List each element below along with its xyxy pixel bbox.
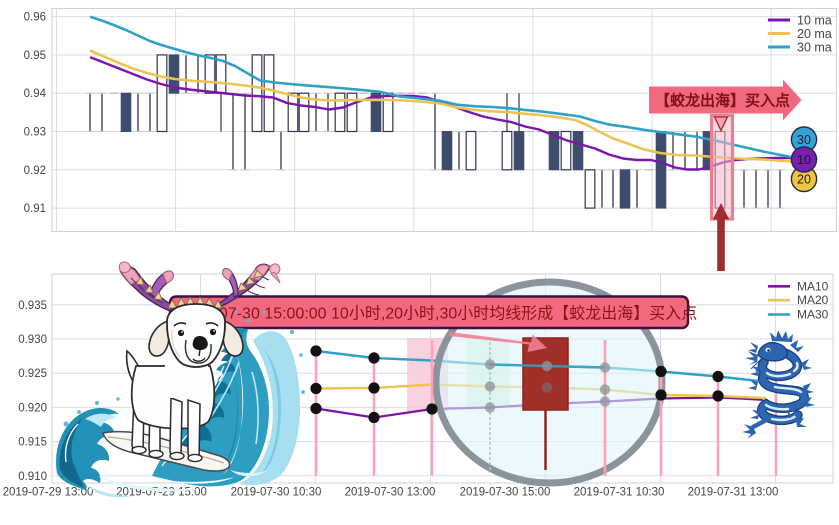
svg-text:0.920: 0.920	[18, 402, 47, 414]
svg-text:2019-07-30 10:30: 2019-07-30 10:30	[231, 487, 322, 499]
svg-text:2019-07-30 15:00: 2019-07-30 15:00	[460, 487, 551, 499]
svg-text:0.935: 0.935	[18, 300, 47, 312]
svg-text:0.93: 0.93	[24, 127, 46, 139]
svg-text:0.91: 0.91	[24, 203, 46, 215]
svg-text:0.925: 0.925	[18, 368, 47, 380]
svg-text:0.96: 0.96	[24, 12, 46, 24]
svg-text:20: 20	[797, 173, 811, 187]
svg-text:30 ma: 30 ma	[797, 41, 832, 55]
svg-text:MA20: MA20	[797, 293, 829, 307]
svg-text:2019-07-30 13:00: 2019-07-30 13:00	[345, 487, 436, 499]
svg-text:2019-07-31 13:00: 2019-07-31 13:00	[688, 487, 779, 499]
svg-text:2019-07-29 13:00: 2019-07-29 13:00	[3, 487, 94, 499]
svg-text:0.95: 0.95	[24, 50, 46, 62]
svg-text:10 ma: 10 ma	[797, 14, 832, 28]
svg-text:30: 30	[797, 133, 811, 147]
svg-text:MA10: MA10	[797, 279, 829, 293]
svg-text:10: 10	[797, 153, 811, 167]
svg-text:MA30: MA30	[797, 308, 829, 322]
svg-text:2019-07-30 15:00:00 10小时,20小时,: 2019-07-30 15:00:00 10小时,20小时,30小时均线形成【蛟…	[178, 305, 697, 323]
svg-text:0.915: 0.915	[18, 437, 47, 449]
svg-text:0.910: 0.910	[18, 471, 47, 483]
svg-text:2019-07-31 10:30: 2019-07-31 10:30	[574, 487, 665, 499]
svg-text:0.94: 0.94	[24, 88, 47, 100]
svg-text:20 ma: 20 ma	[797, 27, 832, 41]
svg-text:0.92: 0.92	[24, 165, 46, 177]
svg-text:0.930: 0.930	[18, 334, 47, 346]
svg-text:【蛟龙出海】买入点: 【蛟龙出海】买入点	[655, 92, 790, 110]
